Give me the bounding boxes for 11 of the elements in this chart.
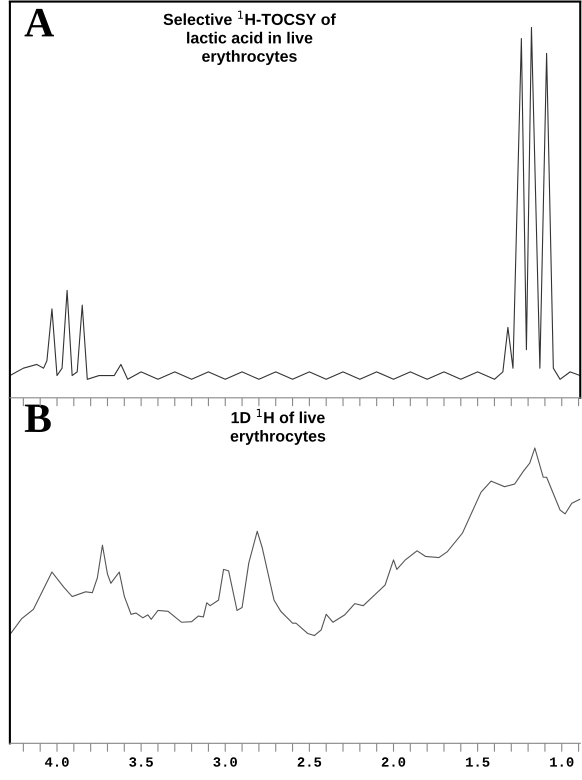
x-tick-label: 3.5 (129, 757, 153, 767)
x-tick-label: 2.5 (298, 757, 322, 767)
x-tick-label: 2.0 (382, 757, 406, 767)
chart-title: Selective $^{1}$H-TOCSY of lactic acid in live erythrocytes (163, 10, 336, 66)
x-tick-label: 1.0 (550, 757, 574, 767)
x-tick-label: 3.0 (213, 757, 237, 767)
annotation: A (24, 8, 54, 36)
text: B (24, 404, 51, 432)
x-tick-label: 4.0 (44, 757, 69, 767)
x-tick-label: 1.5 (466, 757, 490, 767)
chart-title: 1D $^{1}$H of live erythrocytes (230, 408, 326, 445)
